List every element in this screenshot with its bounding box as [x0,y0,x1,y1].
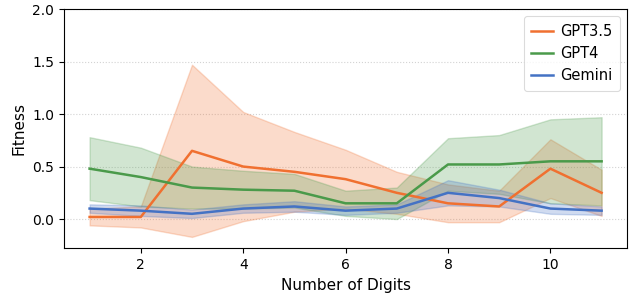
Gemini [86,207,93,210]
GPT3.5 [291,170,298,174]
Gemini [342,209,349,212]
Gemini [239,207,247,210]
X-axis label: Number of Digits: Number of Digits [280,278,411,293]
GPT3.5 [137,215,145,219]
Legend: GPT3.5, GPT4, Gemini: GPT3.5, GPT4, Gemini [524,16,620,91]
Gemini [598,209,605,212]
Gemini [444,191,452,195]
GPT4 [342,201,349,205]
GPT3.5 [598,191,605,195]
GPT3.5 [393,191,401,195]
GPT4 [86,167,93,171]
GPT3.5 [86,215,93,219]
GPT3.5 [547,167,554,171]
GPT4 [291,189,298,192]
Y-axis label: Fitness: Fitness [12,102,27,155]
Line: Gemini: Gemini [90,193,602,214]
GPT4 [495,163,503,166]
GPT4 [393,201,401,205]
Gemini [137,209,145,212]
GPT3.5 [444,201,452,205]
Gemini [393,207,401,210]
Gemini [188,212,196,216]
GPT3.5 [495,205,503,208]
Line: GPT4: GPT4 [90,161,602,203]
GPT4 [239,188,247,191]
GPT4 [547,159,554,163]
GPT4 [188,186,196,189]
GPT3.5 [188,149,196,153]
GPT3.5 [239,165,247,168]
Line: GPT3.5: GPT3.5 [90,151,602,217]
Gemini [547,207,554,210]
GPT3.5 [342,177,349,181]
GPT4 [444,163,452,166]
Gemini [291,205,298,208]
GPT4 [137,175,145,179]
GPT4 [598,159,605,163]
Gemini [495,196,503,200]
